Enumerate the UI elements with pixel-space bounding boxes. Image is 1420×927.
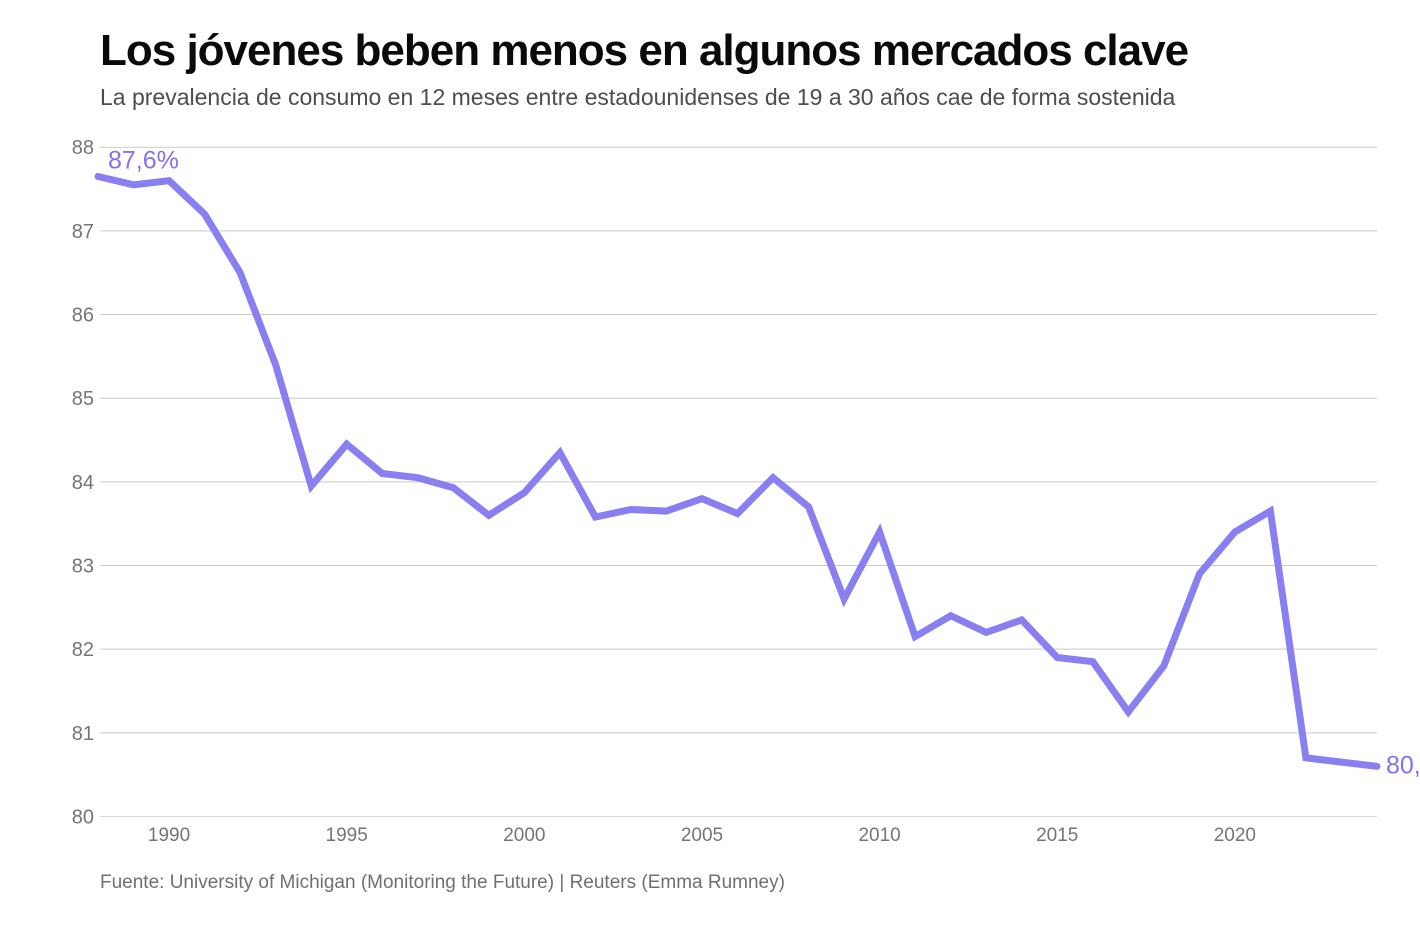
y-axis-tick-label: 83: [72, 556, 94, 578]
page-title: Los jóvenes beben menos en algunos merca…: [100, 26, 1189, 75]
trend-line: [94, 173, 1381, 770]
x-axis-tick-label: 2005: [681, 825, 723, 846]
y-axis-tick-label: 85: [72, 388, 94, 410]
y-axis-tick-label: 86: [72, 305, 94, 327]
x-axis-tick-label: 2015: [1036, 825, 1078, 846]
y-axis-tick-label: 80: [72, 807, 94, 829]
y-axis-tick-label: 81: [72, 723, 94, 745]
y-axis-tick-label: 82: [72, 639, 94, 661]
page-subtitle: La prevalencia de consumo en 12 meses en…: [100, 84, 1176, 110]
x-axis-tick-label: 2000: [503, 825, 545, 846]
x-axis-tick-label: 2010: [858, 825, 900, 846]
y-axis-tick-label: 87: [72, 221, 94, 243]
y-axis-tick-label: 84: [72, 472, 94, 494]
x-axis-tick-label: 1995: [326, 825, 368, 846]
value-annotation: 87,6%: [108, 146, 179, 174]
source-attribution: Fuente: University of Michigan (Monitori…: [100, 872, 785, 893]
x-axis-tick-label: 1990: [148, 825, 190, 846]
y-axis-tick-label: 88: [72, 137, 94, 159]
value-annotation: 80,: [1386, 751, 1420, 779]
x-axis-tick-label: 2020: [1214, 825, 1256, 846]
